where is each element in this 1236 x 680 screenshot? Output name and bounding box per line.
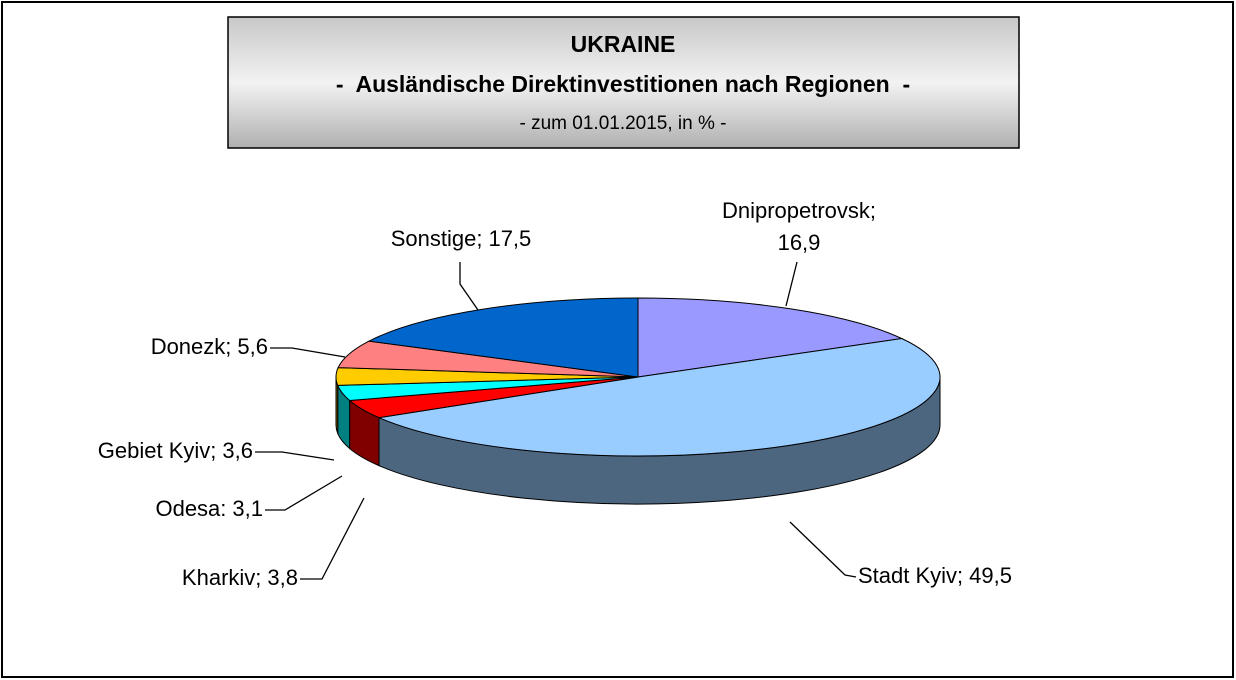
slice (377, 337, 941, 457)
label-category: Sonstige; (391, 226, 483, 251)
label-value: 3,6 (222, 438, 253, 463)
data-label: Donezk; 5,6 (151, 334, 268, 359)
label-value: 17,5 (488, 226, 531, 251)
data-label: Sonstige; 17,5 (391, 226, 532, 251)
title-box (227, 16, 1020, 149)
label-category: Odesa: (155, 496, 226, 521)
data-label: Gebiet Kyiv; 3,6 (98, 438, 253, 463)
label-value: 16,9 (778, 230, 821, 255)
leader-line (300, 497, 365, 580)
leader-line (789, 521, 857, 578)
label-value: 3,1 (232, 496, 263, 521)
slice (367, 297, 639, 378)
label-value: 49,5 (969, 563, 1012, 588)
leader-line (265, 475, 343, 511)
chart-note: - zum 01.01.2015, in % - (520, 113, 727, 134)
label-category: Dnipropetrovsk; (722, 198, 876, 223)
chart-title: UKRAINE (571, 31, 676, 57)
leader-line (785, 261, 798, 307)
leader-line (255, 451, 335, 461)
leader-line (270, 347, 346, 358)
leader-line (459, 262, 479, 311)
label-category: Kharkiv; (182, 565, 261, 590)
label-value: 5,6 (237, 334, 268, 359)
data-label: Odesa: 3,1 (155, 496, 263, 521)
data-label: Kharkiv; 3,8 (182, 565, 298, 590)
data-label: Stadt Kyiv; 49,5 (858, 563, 1012, 588)
label-category: Donezk; (151, 334, 232, 359)
data-label: Dnipropetrovsk; 16,9 (722, 198, 876, 255)
label-category: Gebiet Kyiv; (98, 438, 217, 463)
chart-subtitle: - Ausländische Direktinvestitionen nach … (336, 71, 910, 97)
label-value: 3,8 (267, 565, 298, 590)
slice (637, 297, 904, 378)
label-category: Stadt Kyiv; (858, 563, 963, 588)
